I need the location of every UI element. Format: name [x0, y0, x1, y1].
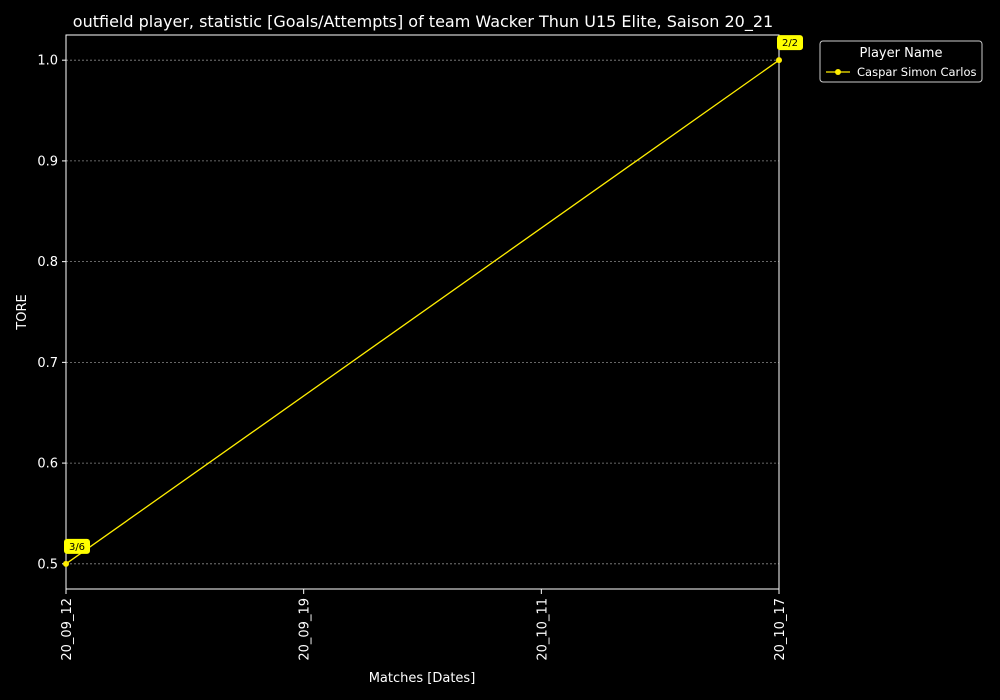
y-tick-label: 0.7: [37, 356, 58, 371]
data-label-text: 2/2: [782, 38, 798, 49]
data-label: 2/2: [777, 35, 803, 51]
grid-lines: [66, 59, 779, 565]
y-tick-label: 1.0: [37, 54, 58, 69]
x-tick-label: 20_10_11: [535, 598, 550, 661]
x-tick-label: 20_09_19: [298, 598, 313, 661]
chart-title: outfield player, statistic [Goals/Attemp…: [73, 12, 773, 32]
y-axis: 0.5 0.6 0.7 0.8 0.9 1.0: [37, 54, 66, 572]
data-label-text: 3/6: [69, 542, 85, 553]
data-label-box: [777, 35, 803, 51]
data-point: [63, 560, 69, 567]
legend-entry-label: Caspar Simon Carlos: [857, 65, 977, 79]
legend-swatch-marker: [835, 69, 841, 75]
x-tick-label: 20_09_12: [60, 598, 75, 661]
y-axis-label: TORE: [15, 294, 30, 330]
x-axis-label: Matches [Dates]: [369, 671, 476, 686]
series-line: [65, 59, 780, 565]
legend: Player Name Caspar Simon Carlos: [819, 40, 983, 83]
data-annotations: 3/6 2/2: [64, 35, 803, 554]
plot-area: [65, 34, 780, 590]
legend-box: [819, 40, 983, 83]
series-layer: [63, 57, 782, 567]
y-tick-label: 0.6: [37, 457, 58, 472]
data-label-box: [64, 538, 90, 554]
data-label: 3/6: [64, 538, 90, 554]
x-tick-label: 20_10_17: [773, 598, 788, 661]
y-tick-label: 0.8: [37, 255, 58, 270]
y-tick-label: 0.9: [37, 154, 58, 169]
y-tick-label: 0.5: [37, 557, 58, 572]
legend-title: Player Name: [860, 46, 943, 61]
legend-entries: Caspar Simon Carlos: [826, 65, 977, 79]
data-point: [776, 57, 782, 64]
x-axis: 20_09_12 20_09_19 20_10_11 20_10_17: [60, 589, 788, 661]
